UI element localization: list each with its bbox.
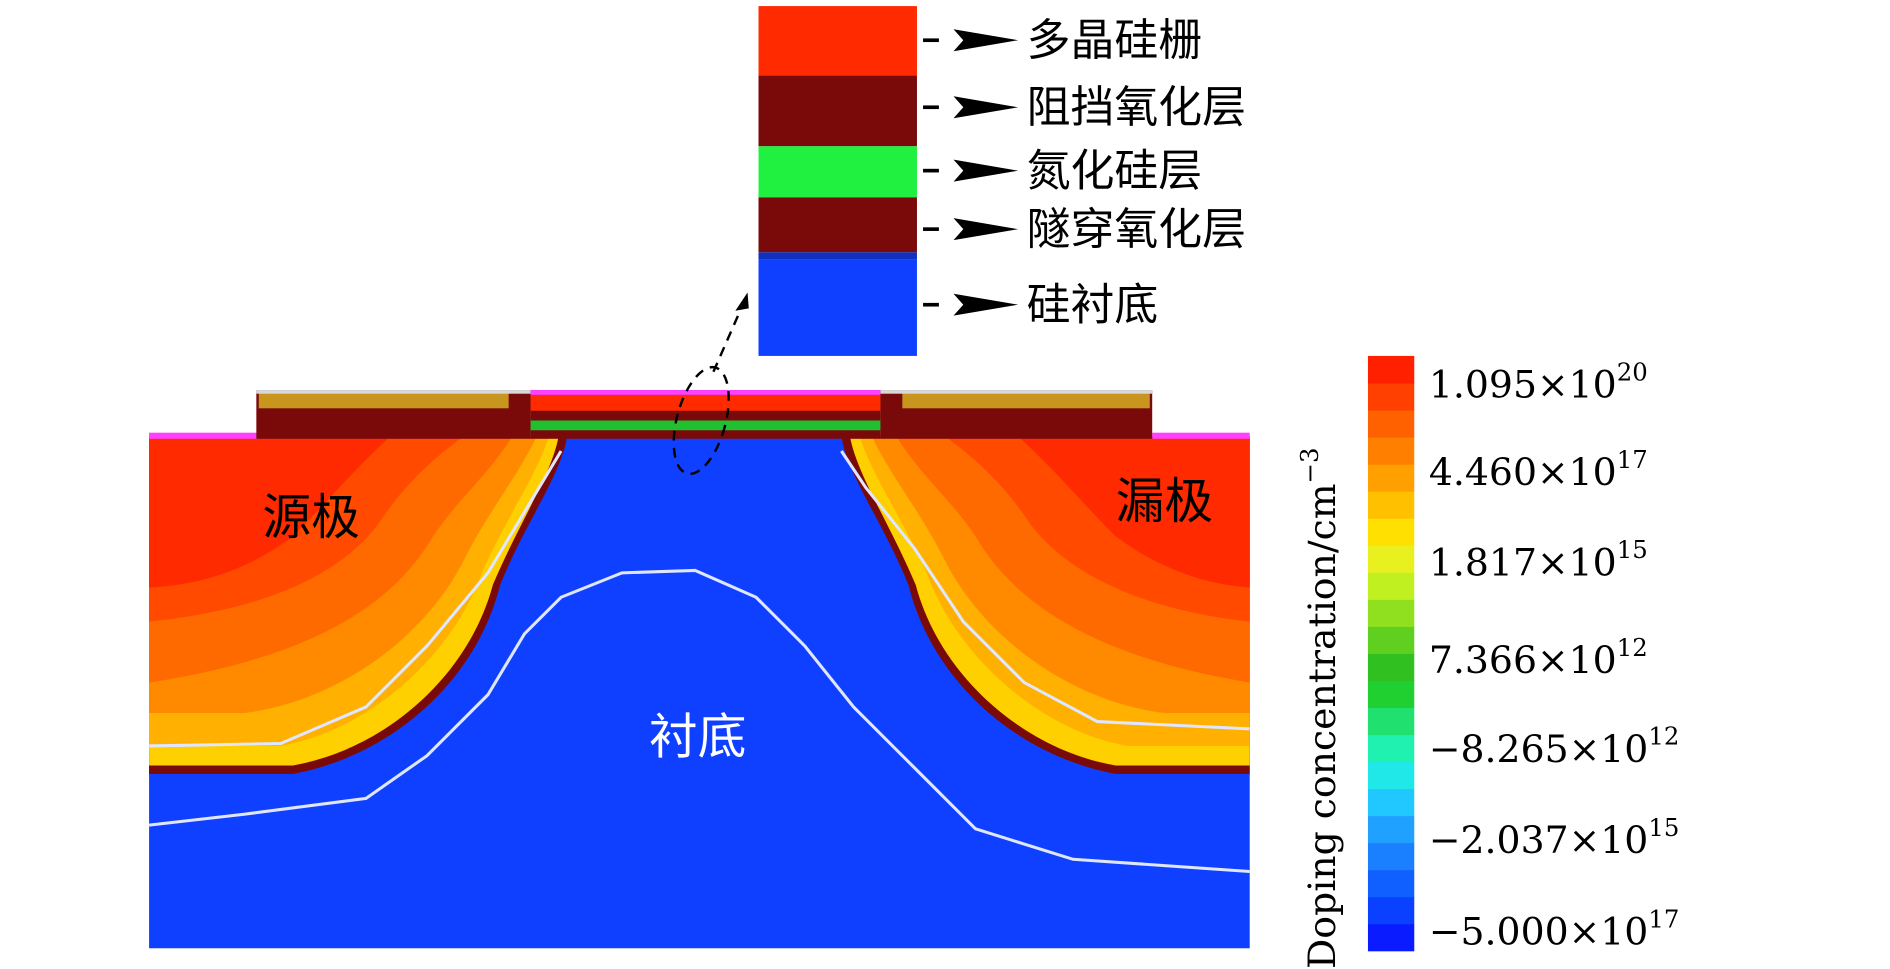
colorbar-band — [1367, 734, 1415, 763]
tick-text: 7.366×10 — [1429, 638, 1617, 682]
contour-lines — [148, 450, 1250, 874]
tick-sup: 15 — [1617, 535, 1648, 564]
tick-sup: 12 — [1617, 633, 1648, 662]
pointer-arrow — [712, 301, 746, 373]
colorbar-band — [1367, 788, 1415, 817]
colorbar-title-sup: −3 — [1295, 448, 1324, 484]
colorbar-band — [1367, 653, 1415, 681]
gate-stack — [149, 390, 1250, 439]
colorbar-tick-label: −5.000×1017 — [1429, 905, 1679, 954]
colorbar-band — [1367, 923, 1415, 952]
colorbar-band — [1367, 842, 1415, 871]
tick-sup: 17 — [1617, 445, 1648, 474]
colorbar-band — [1367, 437, 1415, 465]
colorbar-band — [1367, 464, 1415, 492]
colorbar-band — [1367, 707, 1415, 736]
colorbar-band — [1367, 680, 1415, 708]
layer-label: 阻挡氧化层 — [1027, 82, 1246, 133]
colorbar-band — [1367, 896, 1415, 925]
colorbar-tick-label: 4.460×1017 — [1429, 445, 1648, 494]
tick-text: −8.265×10 — [1429, 727, 1648, 771]
colorbar-tick-label: 1.817×1015 — [1429, 535, 1648, 584]
arrow-head — [735, 292, 749, 311]
tick-text: 4.460×10 — [1429, 450, 1617, 494]
arrow-marker — [953, 218, 1019, 241]
tick-sup: 12 — [1648, 722, 1679, 751]
layer-label: 氮化硅层 — [1027, 145, 1202, 196]
colorbar-band — [1367, 869, 1415, 898]
source-label: 源极 — [262, 490, 360, 546]
colorbar-band — [1367, 382, 1415, 411]
tick-sup: 15 — [1648, 813, 1679, 842]
colorbar-band — [1367, 599, 1415, 627]
layer-label: 多晶硅栅 — [1027, 15, 1202, 66]
tick-text: 1.095×10 — [1429, 362, 1617, 406]
substrate-label: 衬底 — [649, 709, 747, 765]
colorbar-title-text: Doping concentration/cm — [1300, 483, 1344, 969]
colorbar-band — [1367, 815, 1415, 844]
drain-region — [841, 436, 1250, 774]
tick-text: −5.000×10 — [1429, 910, 1648, 954]
colorbar-title: Doping concentration/cm−3 — [1295, 448, 1344, 969]
colorbar-tick-label: −2.037×1015 — [1429, 813, 1679, 862]
colorbar-band — [1367, 545, 1415, 573]
colorbar-band — [1367, 626, 1415, 654]
colorbar-band — [1367, 518, 1415, 546]
tick-text: 1.817×10 — [1429, 540, 1617, 584]
arrow-marker — [953, 96, 1019, 119]
colorbar-band — [1367, 409, 1415, 438]
inset-stack — [758, 6, 917, 356]
colorbar-tick-label: −8.265×1012 — [1429, 722, 1679, 771]
arrow-marker — [953, 29, 1019, 52]
tick-sup: 20 — [1617, 357, 1648, 386]
source-region — [149, 436, 568, 774]
colorbar: 1.095×10204.460×10171.817×10157.366×1012… — [1367, 355, 1679, 954]
layer-label: 隧穿氧化层 — [1027, 204, 1246, 255]
layer-label: 硅衬底 — [1027, 279, 1159, 330]
colorbar-band — [1367, 761, 1415, 790]
colorbar-band — [1367, 355, 1415, 384]
arrow-marker — [953, 159, 1019, 182]
drain-label: 漏极 — [1116, 474, 1214, 530]
colorbar-tick-label: 7.366×1012 — [1429, 633, 1648, 682]
colorbar-band — [1367, 491, 1415, 519]
colorbar-tick-label: 1.095×1020 — [1429, 357, 1648, 406]
arrow-marker — [953, 293, 1019, 316]
tick-text: −2.037×10 — [1429, 818, 1648, 862]
tick-sup: 17 — [1648, 905, 1679, 934]
colorbar-band — [1367, 572, 1415, 600]
